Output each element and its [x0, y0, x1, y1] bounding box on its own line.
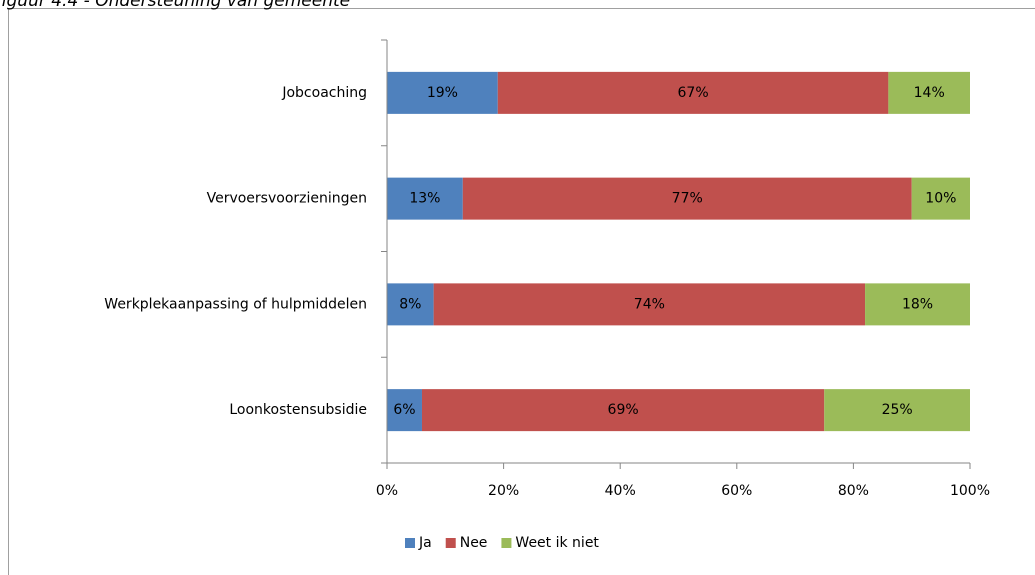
y-tick-label: Vervoersvoorzieningen [207, 191, 367, 207]
data-label: 18% [902, 296, 933, 312]
y-tick-label: Loonkostensubsidie [229, 402, 367, 418]
data-label: 69% [608, 402, 639, 418]
chart-title: Figuur 4.4 - Ondersteuning van gemeente [0, 0, 350, 11]
data-label: 77% [672, 191, 703, 207]
bar-segment [462, 177, 912, 220]
legend-swatch [405, 538, 415, 548]
data-label: 13% [409, 191, 440, 207]
legend-swatch [501, 538, 512, 548]
legend-label: Ja [418, 535, 432, 551]
bar-segment [387, 177, 463, 220]
data-label: 74% [634, 296, 665, 312]
bar-segment [497, 71, 889, 114]
data-label: 8% [399, 296, 421, 312]
x-tick-label: 100% [950, 483, 990, 499]
data-label: 67% [678, 85, 709, 101]
data-label: 19% [427, 85, 458, 101]
chart-frame [8, 8, 1035, 575]
title-backdrop [0, 0, 540, 8]
bar-segment [824, 389, 970, 432]
bar-segment [387, 283, 434, 326]
legend-label: Nee [460, 535, 488, 551]
y-tick-label: Werkplekaanpassing of hulpmiddelen [104, 296, 367, 312]
data-label: 6% [393, 402, 415, 418]
data-label: 10% [925, 191, 956, 207]
bar-segment [865, 283, 970, 326]
x-tick-label: 0% [376, 483, 398, 499]
bar-segment [433, 283, 866, 326]
legend-label: Weet ik niet [515, 535, 599, 551]
data-label: 25% [882, 402, 913, 418]
x-tick-label: 80% [838, 483, 869, 499]
bar-segment [421, 389, 825, 432]
x-tick-label: 60% [721, 483, 752, 499]
bar-segment [888, 71, 970, 114]
legend-swatch [445, 538, 456, 548]
x-tick-label: 40% [605, 483, 636, 499]
bar-segment [387, 71, 498, 114]
y-tick-label: Jobcoaching [281, 85, 367, 101]
bar-segment [911, 177, 970, 220]
data-label: 14% [914, 85, 945, 101]
bar-segment [387, 389, 422, 432]
x-tick-label: 20% [488, 483, 519, 499]
